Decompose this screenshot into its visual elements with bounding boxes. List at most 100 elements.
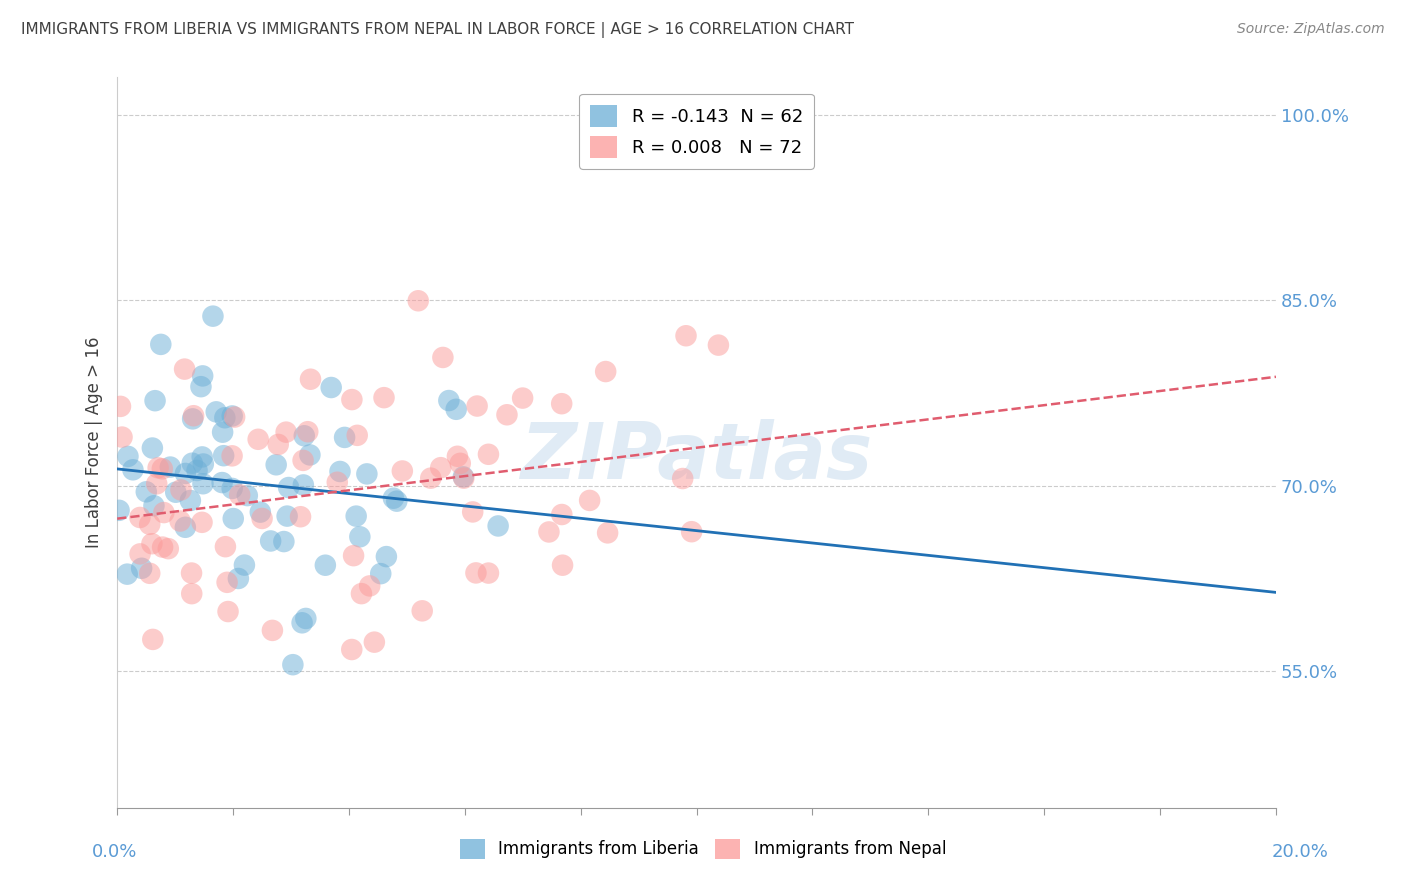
Legend: R = -0.143  N = 62, R = 0.008   N = 72: R = -0.143 N = 62, R = 0.008 N = 72: [579, 94, 814, 169]
Point: [110, 400, 132, 414]
Point: [349, 530, 371, 544]
Point: [191, 450, 214, 464]
Point: [165, 485, 187, 500]
Point: [363, 635, 385, 649]
Point: [290, 509, 312, 524]
Point: [385, 494, 408, 508]
Point: [138, 566, 160, 581]
Point: [486, 519, 509, 533]
Point: [129, 510, 152, 524]
Point: [333, 430, 356, 444]
Point: [276, 509, 298, 524]
Point: [276, 425, 298, 439]
Point: [298, 448, 321, 462]
Point: [681, 524, 703, 539]
Point: [153, 506, 176, 520]
Point: [578, 493, 600, 508]
Point: [142, 632, 165, 647]
Point: [444, 402, 467, 417]
Point: [222, 511, 245, 525]
Point: [595, 365, 617, 379]
Point: [707, 338, 730, 352]
Point: [477, 447, 499, 461]
Point: [169, 514, 191, 528]
Legend: Immigrants from Liberia, Immigrants from Nepal: Immigrants from Liberia, Immigrants from…: [453, 832, 953, 866]
Point: [179, 493, 201, 508]
Point: [180, 566, 202, 580]
Point: [174, 520, 197, 534]
Point: [273, 534, 295, 549]
Point: [314, 558, 336, 573]
Point: [250, 511, 273, 525]
Point: [131, 561, 153, 575]
Point: [329, 465, 352, 479]
Point: [496, 408, 519, 422]
Point: [221, 409, 243, 423]
Point: [340, 392, 363, 407]
Point: [551, 558, 574, 573]
Point: [406, 293, 429, 308]
Point: [174, 467, 197, 481]
Point: [446, 450, 468, 464]
Point: [173, 362, 195, 376]
Point: [419, 471, 441, 485]
Point: [350, 587, 373, 601]
Point: [181, 412, 204, 426]
Point: [143, 393, 166, 408]
Point: [191, 516, 214, 530]
Point: [115, 567, 138, 582]
Point: [111, 430, 134, 444]
Point: [212, 449, 235, 463]
Point: [342, 549, 364, 563]
Point: [672, 471, 695, 485]
Point: [138, 517, 160, 532]
Point: [146, 460, 169, 475]
Point: [221, 482, 243, 496]
Point: [249, 505, 271, 519]
Point: [211, 425, 233, 440]
Point: [152, 540, 174, 554]
Point: [297, 425, 319, 439]
Point: [211, 475, 233, 490]
Point: [224, 410, 246, 425]
Point: [453, 470, 475, 484]
Point: [537, 524, 560, 539]
Point: [295, 611, 318, 625]
Point: [344, 509, 367, 524]
Text: ZIPatlas: ZIPatlas: [520, 419, 873, 495]
Point: [292, 478, 315, 492]
Point: [217, 575, 239, 590]
Point: [259, 533, 281, 548]
Text: IMMIGRANTS FROM LIBERIA VS IMMIGRANTS FROM NEPAL IN LABOR FORCE | AGE > 16 CORRE: IMMIGRANTS FROM LIBERIA VS IMMIGRANTS FR…: [21, 22, 853, 38]
Point: [346, 428, 368, 442]
Point: [359, 579, 381, 593]
Point: [382, 491, 405, 506]
Point: [236, 489, 259, 503]
Point: [264, 458, 287, 472]
Point: [465, 399, 488, 413]
Point: [186, 463, 208, 477]
Point: [373, 391, 395, 405]
Point: [461, 505, 484, 519]
Text: 0.0%: 0.0%: [91, 843, 136, 861]
Point: [150, 462, 173, 476]
Point: [217, 605, 239, 619]
Point: [149, 337, 172, 351]
Point: [277, 481, 299, 495]
Point: [299, 372, 322, 386]
Point: [340, 642, 363, 657]
Point: [465, 566, 488, 580]
Point: [512, 391, 534, 405]
Point: [181, 456, 204, 470]
Point: [228, 488, 250, 502]
Point: [477, 566, 499, 580]
Text: Source: ZipAtlas.com: Source: ZipAtlas.com: [1237, 22, 1385, 37]
Point: [183, 409, 205, 423]
Text: 20.0%: 20.0%: [1272, 843, 1329, 861]
Point: [429, 460, 451, 475]
Point: [453, 471, 475, 485]
Point: [129, 547, 152, 561]
Point: [675, 328, 697, 343]
Point: [321, 380, 343, 394]
Point: [291, 615, 314, 630]
